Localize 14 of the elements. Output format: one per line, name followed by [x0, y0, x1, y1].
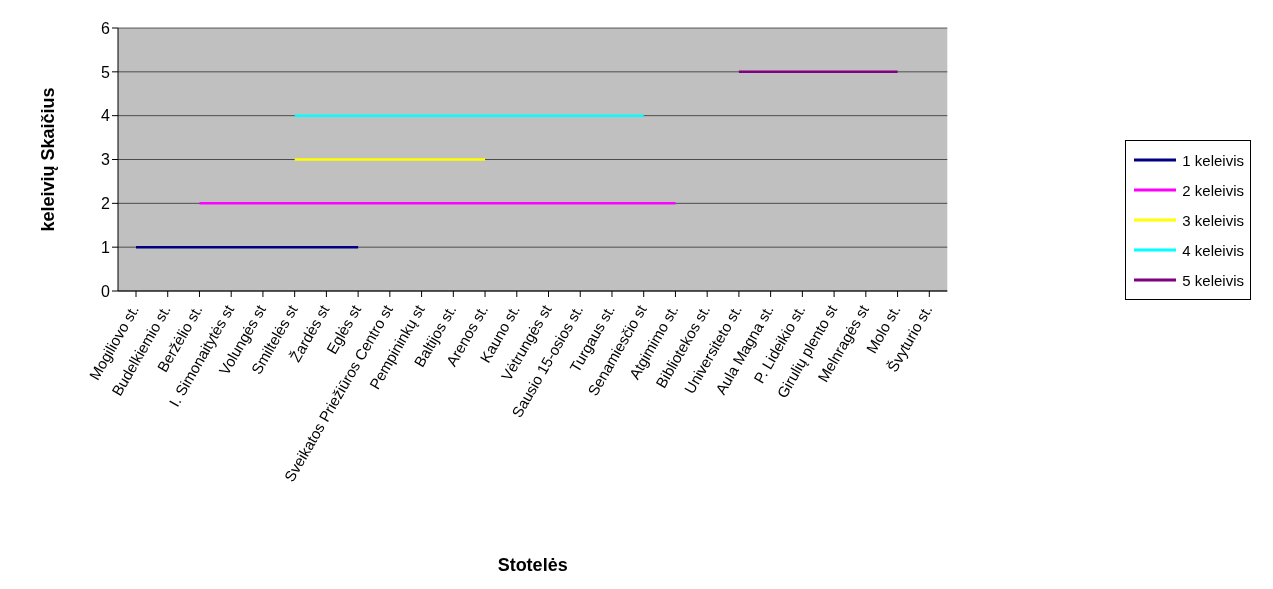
y-tick-label: 1: [101, 238, 111, 256]
legend-label: 3 keleivis: [1182, 211, 1244, 229]
y-axis-title: keleivių Skaičius: [38, 87, 59, 232]
y-tick-label: 3: [101, 151, 111, 169]
x-axis-title: Stotelės: [497, 555, 568, 575]
y-tick-label: 5: [101, 63, 111, 81]
legend-label: 4 keleivis: [1182, 241, 1244, 259]
y-tick-label: 2: [101, 195, 111, 213]
y-tick-label: 4: [101, 107, 111, 125]
legend-label: 1 keleivis: [1182, 151, 1244, 169]
y-tick-label: 0: [101, 282, 111, 300]
y-tick-label: 6: [101, 19, 111, 37]
legend-label: 5 keleivis: [1182, 271, 1244, 289]
legend-label: 2 keleivis: [1182, 181, 1244, 199]
